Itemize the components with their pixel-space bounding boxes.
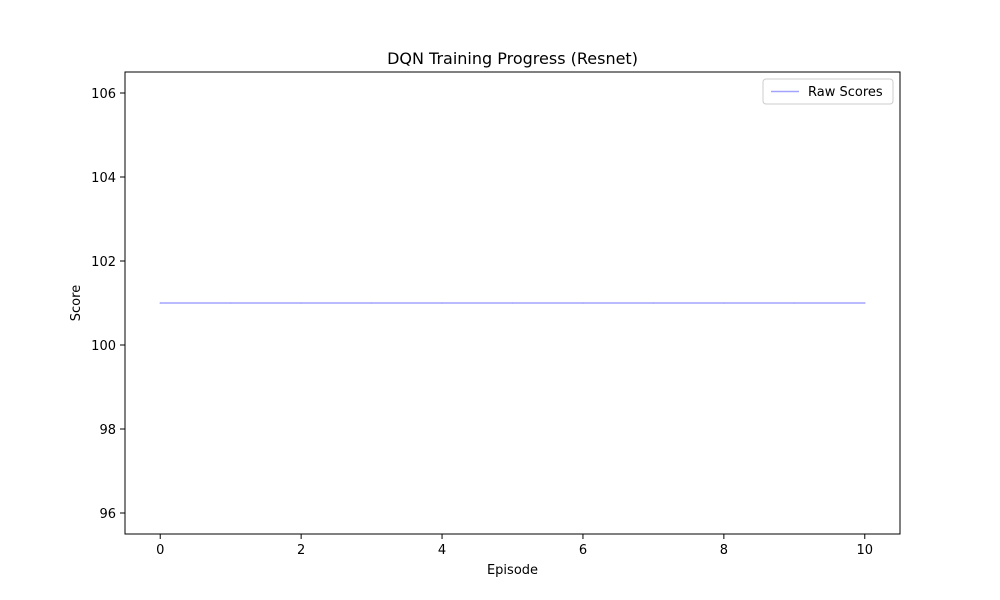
x-tick-label: 8	[720, 543, 728, 558]
y-tick-label: 98	[99, 423, 116, 438]
legend-label-raw-scores: Raw Scores	[808, 85, 883, 100]
x-axis-ticks: 0 2 4 6 8 10	[156, 534, 873, 558]
chart-title: DQN Training Progress (Resnet)	[387, 49, 638, 68]
data-point	[370, 302, 373, 304]
y-tick-label: 104	[91, 171, 116, 186]
data-point	[300, 302, 302, 304]
plot-area	[124, 71, 901, 535]
x-tick-label: 4	[438, 543, 446, 558]
x-tick-label: 0	[156, 543, 164, 558]
data-point	[793, 302, 796, 304]
data-point	[159, 302, 161, 304]
data-point	[652, 302, 655, 304]
data-point	[864, 302, 866, 304]
x-tick-label: 2	[297, 543, 305, 558]
data-point	[229, 302, 232, 304]
y-tick-label: 102	[91, 255, 116, 270]
y-tick-label: 100	[91, 339, 116, 354]
legend: Raw Scores	[762, 78, 894, 105]
data-point	[441, 302, 443, 304]
legend-box	[762, 78, 894, 105]
x-axis-label: Episode	[487, 563, 538, 578]
y-axis-label: Score	[69, 285, 84, 321]
x-tick-label: 10	[856, 543, 873, 558]
x-tick-label: 6	[579, 543, 587, 558]
y-tick-label: 106	[91, 87, 116, 102]
y-axis-ticks: 96 98 100 102 104 106	[91, 87, 125, 522]
data-point	[582, 302, 584, 304]
data-point	[511, 302, 514, 304]
data-point	[723, 302, 725, 304]
series-layer	[159, 302, 866, 304]
y-tick-label: 96	[99, 507, 116, 522]
